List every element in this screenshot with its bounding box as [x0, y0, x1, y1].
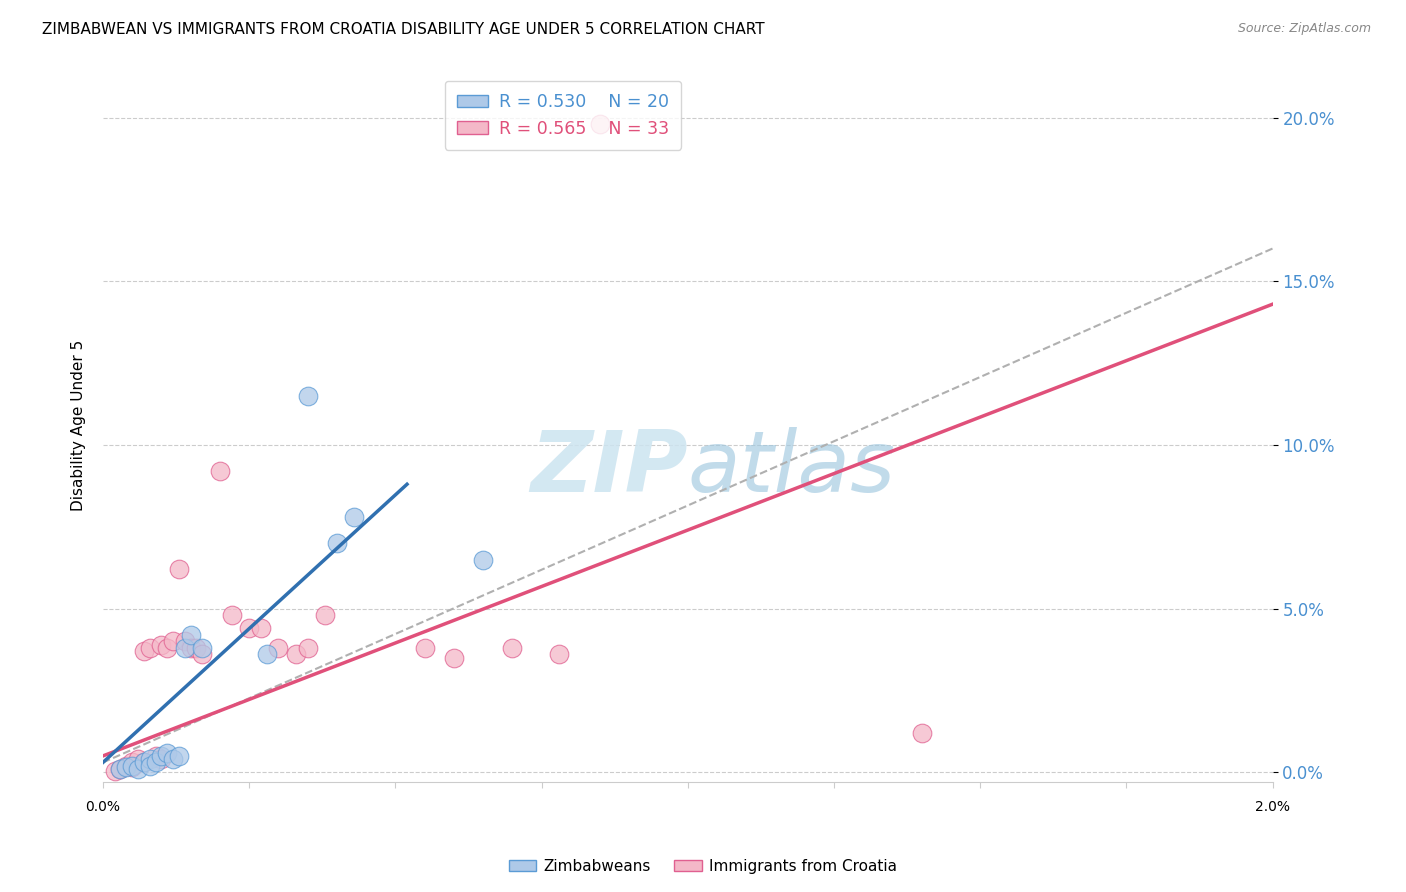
- Point: [145, 756, 167, 770]
- Legend: R = 0.530    N = 20, R = 0.565    N = 33: R = 0.530 N = 20, R = 0.565 N = 33: [444, 81, 681, 150]
- Point: [127, 762, 149, 776]
- Point: [167, 562, 190, 576]
- Point: [326, 536, 349, 550]
- Text: ZIP: ZIP: [530, 426, 688, 509]
- Point: [284, 648, 307, 662]
- Point: [132, 756, 155, 770]
- Point: [115, 760, 138, 774]
- Point: [150, 752, 173, 766]
- Point: [110, 762, 132, 776]
- Text: Source: ZipAtlas.com: Source: ZipAtlas.com: [1237, 22, 1371, 36]
- Point: [115, 758, 138, 772]
- Point: [208, 464, 231, 478]
- Point: [186, 640, 208, 655]
- Point: [343, 510, 366, 524]
- Point: [249, 621, 271, 635]
- Legend: Zimbabweans, Immigrants from Croatia: Zimbabweans, Immigrants from Croatia: [502, 853, 904, 880]
- Point: [121, 756, 143, 770]
- Point: [145, 748, 167, 763]
- Point: [150, 638, 173, 652]
- Point: [548, 648, 571, 662]
- Point: [180, 628, 202, 642]
- Point: [297, 640, 319, 655]
- Point: [138, 752, 160, 766]
- Text: 0.0%: 0.0%: [86, 800, 121, 814]
- Point: [256, 648, 278, 662]
- Point: [156, 746, 179, 760]
- Point: [297, 389, 319, 403]
- Point: [180, 640, 202, 655]
- Point: [314, 608, 336, 623]
- Y-axis label: Disability Age Under 5: Disability Age Under 5: [72, 340, 86, 511]
- Point: [127, 752, 149, 766]
- Point: [132, 644, 155, 658]
- Point: [221, 608, 243, 623]
- Point: [138, 640, 160, 655]
- Text: atlas: atlas: [688, 426, 896, 509]
- Point: [191, 640, 214, 655]
- Point: [150, 748, 173, 763]
- Text: 2.0%: 2.0%: [1256, 800, 1291, 814]
- Point: [501, 640, 523, 655]
- Point: [589, 117, 612, 131]
- Text: ZIMBABWEAN VS IMMIGRANTS FROM CROATIA DISABILITY AGE UNDER 5 CORRELATION CHART: ZIMBABWEAN VS IMMIGRANTS FROM CROATIA DI…: [42, 22, 765, 37]
- Point: [238, 621, 260, 635]
- Point: [110, 762, 132, 776]
- Point: [267, 640, 290, 655]
- Point: [472, 552, 495, 566]
- Point: [162, 752, 184, 766]
- Point: [443, 650, 465, 665]
- Point: [121, 760, 143, 774]
- Point: [167, 748, 190, 763]
- Point: [413, 640, 436, 655]
- Point: [911, 726, 934, 740]
- Point: [138, 758, 160, 772]
- Point: [173, 634, 195, 648]
- Point: [104, 764, 127, 778]
- Point: [191, 648, 214, 662]
- Point: [162, 634, 184, 648]
- Point: [132, 756, 155, 770]
- Point: [156, 640, 179, 655]
- Point: [121, 758, 143, 772]
- Point: [173, 640, 195, 655]
